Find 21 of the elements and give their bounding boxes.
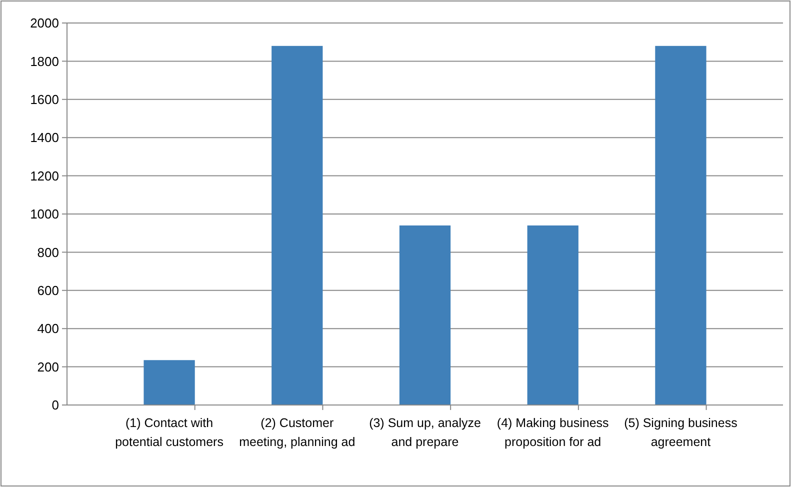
x-tick-label: (2) Customer meeting, planning ad [239,416,356,449]
y-tick-label: 1000 [30,206,59,222]
x-tick-label: (1) Contact with potential customers [115,416,224,449]
y-tick-label: 600 [37,282,59,298]
bar [272,46,323,405]
x-tick-label: (4) Making business proposition for ad [496,416,609,449]
bar [144,360,195,405]
y-tick-label: 800 [37,244,59,260]
y-tick-label: 1800 [30,54,59,69]
bar [399,225,451,405]
bar [655,46,706,405]
x-tick-label: (3) Sum up, analyze and prepare [369,416,481,449]
y-tick-label: 400 [37,321,59,336]
bar [527,225,578,405]
x-tick-label: (5) Signing business agreement [624,416,738,449]
y-tick-label: 0 [52,398,59,413]
y-tick-label: 2000 [30,16,59,31]
y-tick-label: 200 [37,359,59,374]
y-tick-label: 1200 [30,168,59,184]
y-tick-label: 1400 [30,130,59,146]
y-tick-label: 1600 [30,92,59,107]
